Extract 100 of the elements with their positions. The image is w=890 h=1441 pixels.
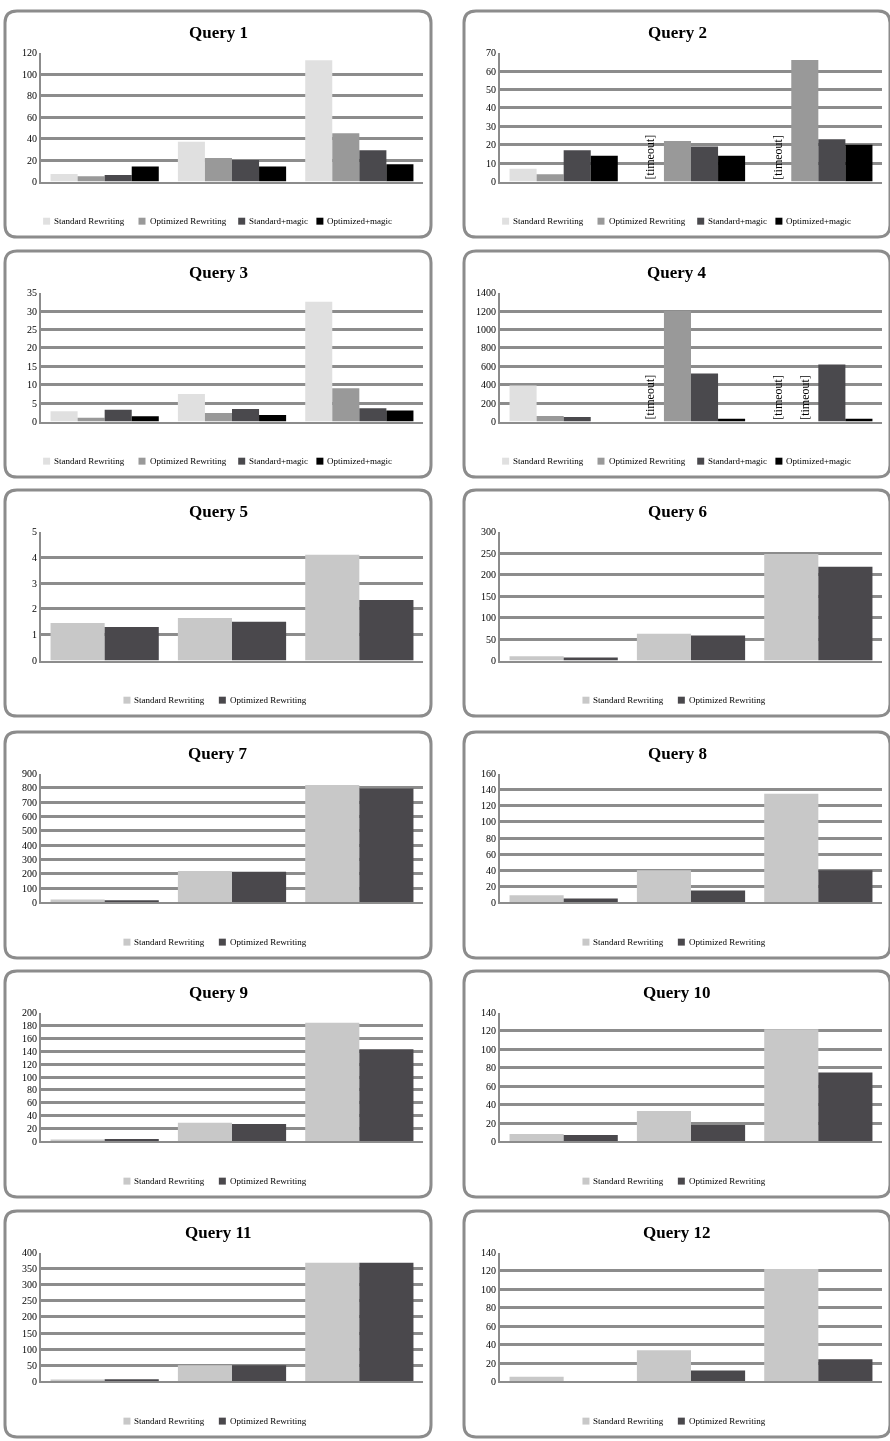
y-tick-label: 30 [486, 120, 496, 132]
y-tick-label: 1 [32, 629, 37, 641]
y-tick-label: 100 [22, 68, 37, 80]
y-tick-label: 700 [22, 796, 37, 808]
bar [177, 1365, 232, 1382]
y-tick-label: 2 [32, 603, 37, 615]
bar [359, 599, 414, 661]
bar [50, 174, 78, 182]
legend-label: Standard+magic [249, 456, 309, 466]
y-tick-label: 0 [32, 1375, 37, 1387]
y-tick-label: 40 [486, 1339, 496, 1351]
y-tick-label: 0 [491, 655, 496, 667]
bar [509, 656, 564, 661]
y-tick-label: 5 [32, 526, 37, 538]
y-tick-label: 20 [486, 1117, 496, 1129]
bar [764, 793, 819, 903]
y-tick-label: 0 [32, 1135, 37, 1147]
y-tick-label: 60 [27, 111, 37, 123]
y-tick-label: 100 [22, 1071, 37, 1083]
y-tick-label: 100 [481, 1283, 496, 1295]
y-tick-label: 0 [32, 896, 37, 908]
bar [509, 1134, 564, 1142]
y-tick-label: 0 [491, 1135, 496, 1147]
y-tick-label: 150 [481, 590, 496, 602]
y-tick-label: 40 [486, 102, 496, 114]
text: [timeout] [643, 134, 658, 180]
bar [386, 410, 414, 422]
y-tick-label: 20 [486, 880, 496, 892]
bar [77, 176, 105, 182]
bar [177, 617, 232, 661]
bar [691, 635, 746, 661]
y-tick-label: 40 [27, 133, 37, 145]
y-tick-label: 140 [481, 784, 496, 796]
chart-title: Query 8 [648, 744, 708, 763]
legend-label: Standard Rewriting [513, 456, 584, 466]
y-tick-label: 120 [22, 1058, 37, 1070]
chart-title: Query 6 [648, 502, 708, 521]
bar [509, 895, 564, 903]
legend-label: Optimized+magic [327, 216, 393, 226]
y-tick-label: 60 [486, 1080, 496, 1092]
legend-label: Standard+magic [708, 456, 768, 466]
y-tick-label: 60 [27, 1097, 37, 1109]
bar [305, 60, 333, 182]
bar [818, 1072, 873, 1142]
chart-title: Query 12 [643, 1223, 711, 1242]
legend-label: Standard Rewriting [134, 695, 205, 705]
legend-label: Optimized Rewriting [150, 216, 227, 226]
chart-title: Query 5 [189, 502, 249, 521]
y-tick-label: 300 [22, 1279, 37, 1291]
bar [177, 1122, 232, 1142]
bar [259, 414, 287, 422]
bar [259, 166, 287, 182]
bar [636, 870, 691, 903]
bar [764, 1269, 819, 1382]
bar [104, 409, 132, 422]
y-tick-label: 0 [32, 416, 37, 428]
legend-label: Optimized Rewriting [230, 1176, 307, 1186]
text: [timeout] [643, 374, 658, 420]
y-tick-label: 800 [481, 342, 496, 354]
legend-label: Optimized+magic [786, 216, 852, 226]
y-tick-label: 400 [481, 379, 496, 391]
bar [359, 788, 414, 903]
y-tick-label: 20 [486, 1357, 496, 1369]
y-tick-label: 900 [22, 768, 37, 780]
y-tick-label: 300 [481, 526, 496, 538]
y-tick-label: 20 [27, 154, 37, 166]
y-tick-label: 250 [481, 547, 496, 559]
bar [691, 890, 746, 903]
y-tick-label: 35 [27, 287, 37, 299]
legend-label: Standard Rewriting [513, 216, 584, 226]
y-tick-label: 40 [486, 864, 496, 876]
y-tick-label: 120 [481, 1025, 496, 1037]
y-tick-label: 80 [27, 1084, 37, 1096]
bar [332, 388, 360, 422]
bar [386, 164, 414, 182]
y-tick-label: 0 [32, 176, 37, 188]
bar [204, 157, 232, 182]
legend-label: Optimized+magic [327, 456, 393, 466]
legend-label: Optimized Rewriting [609, 456, 686, 466]
y-tick-label: 1200 [476, 305, 496, 317]
y-tick-label: 60 [486, 65, 496, 77]
text: [timeout] [770, 375, 785, 420]
bar [536, 415, 564, 422]
y-tick-label: 50 [486, 633, 496, 645]
bar [359, 1262, 414, 1382]
y-tick-label: 200 [481, 397, 496, 409]
y-tick-label: 100 [481, 612, 496, 624]
bar [359, 150, 387, 182]
y-tick-label: 25 [27, 323, 37, 335]
y-tick-label: 3 [32, 577, 37, 589]
y-tick-label: 80 [486, 1062, 496, 1074]
legend-label: Optimized Rewriting [689, 695, 766, 705]
bar [691, 146, 719, 182]
legend-label: Standard Rewriting [54, 456, 125, 466]
bar [636, 1350, 691, 1382]
bar [232, 621, 287, 661]
bar [232, 1365, 287, 1382]
legend-label: Standard+magic [249, 216, 309, 226]
bar [691, 1370, 746, 1382]
legend-label: Optimized+magic [786, 456, 852, 466]
